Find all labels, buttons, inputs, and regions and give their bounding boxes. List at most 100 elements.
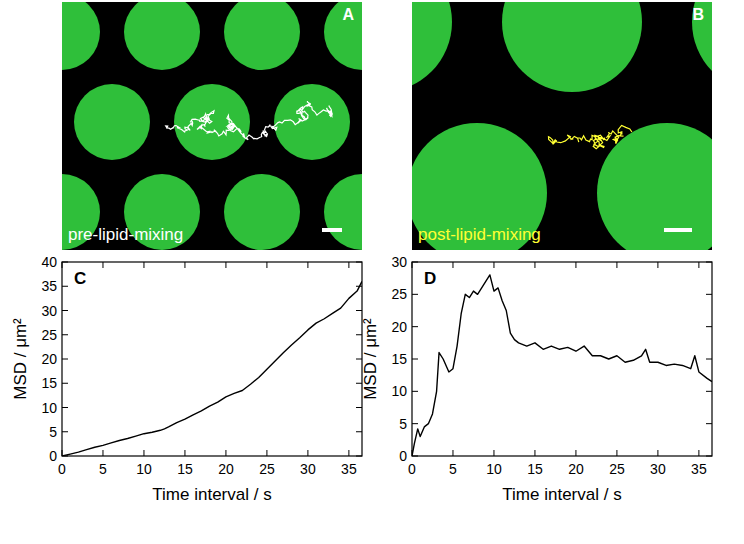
lipid-patch (224, 2, 300, 70)
y-tick-label: 30 (41, 303, 57, 319)
y-tick (62, 334, 68, 335)
lipid-patch (502, 2, 642, 92)
y-tick-label: 5 (49, 424, 57, 440)
y-axis-label: MSD / μm² (361, 318, 380, 400)
x-tick-label: 0 (408, 461, 416, 477)
x-tick (452, 450, 453, 456)
trajectory (549, 125, 632, 148)
x-tick-label: 10 (486, 461, 502, 477)
lipid-patch (412, 2, 452, 92)
x-tick-label: 15 (527, 461, 543, 477)
x-tick (657, 450, 658, 456)
x-tick-label: 30 (650, 461, 666, 477)
lipid-patch (692, 2, 712, 92)
y-tick-label: 0 (49, 448, 57, 464)
x-tick-label: 25 (609, 461, 625, 477)
y-tick (62, 310, 68, 311)
panel-label: D (424, 269, 436, 288)
y-tick-label: 10 (391, 383, 407, 399)
lipid-patch (412, 123, 547, 250)
y-tick-label: 5 (399, 416, 407, 432)
lipid-patch (74, 84, 150, 160)
x-tick-top (412, 262, 413, 268)
lipid-patch (274, 84, 350, 160)
x-tick (534, 450, 535, 456)
y-tick (62, 383, 68, 384)
x-tick (266, 450, 267, 456)
y-tick (62, 407, 68, 408)
x-axis-label: Time interval / s (502, 485, 621, 504)
y-tick-label: 25 (391, 286, 407, 302)
y-tick-right (356, 310, 362, 311)
x-tick-label: 35 (691, 461, 707, 477)
x-tick-top (266, 262, 267, 268)
y-tick-right (706, 391, 712, 392)
x-tick (102, 450, 103, 456)
image-content (412, 2, 712, 250)
caption: pre-lipid-mixing (68, 225, 183, 244)
x-tick-label: 5 (449, 461, 457, 477)
plot-area (62, 281, 362, 456)
msd-line (412, 275, 712, 456)
scale-bar (664, 228, 692, 232)
y-tick (412, 391, 418, 392)
y-tick-right (706, 262, 712, 263)
x-tick (493, 450, 494, 456)
y-tick (412, 359, 418, 360)
x-tick-top (534, 262, 535, 268)
x-axis-label: Time interval / s (152, 485, 271, 504)
y-tick-label: 35 (41, 278, 57, 294)
y-tick-label: 15 (391, 351, 407, 367)
x-tick-top (102, 262, 103, 268)
x-tick-label: 10 (136, 461, 152, 477)
x-tick-top (348, 262, 349, 268)
y-tick (412, 326, 418, 327)
plot-area (412, 275, 712, 456)
x-tick-top (307, 262, 308, 268)
y-tick-label: 30 (391, 254, 407, 270)
y-tick-label: 25 (41, 327, 57, 343)
y-tick (412, 294, 418, 295)
x-tick-label: 25 (259, 461, 275, 477)
lipid-patch (224, 174, 300, 250)
y-tick-label: 0 (399, 448, 407, 464)
x-tick (616, 450, 617, 456)
y-tick-label: 15 (41, 375, 57, 391)
x-tick (348, 450, 349, 456)
y-axis-label: MSD / μm² (11, 318, 30, 400)
y-tick-label: 20 (41, 351, 57, 367)
y-tick-right (356, 262, 362, 263)
x-tick (307, 450, 308, 456)
panel-label: A (342, 6, 354, 23)
lipid-patch (597, 123, 712, 250)
trajectory (166, 102, 332, 140)
x-tick-label: 0 (58, 461, 66, 477)
y-tick-right (706, 294, 712, 295)
y-tick-right (706, 326, 712, 327)
x-tick (143, 450, 144, 456)
y-tick-right (706, 456, 712, 457)
x-tick-label: 5 (99, 461, 107, 477)
x-tick (575, 450, 576, 456)
y-tick (62, 262, 68, 263)
x-tick-label: 20 (568, 461, 584, 477)
image-background (62, 2, 362, 250)
x-tick-top (698, 262, 699, 268)
micrograph: Bpost-lipid-mixing (312, 0, 744, 263)
panel-label: C (74, 269, 86, 288)
plot-frame (62, 262, 362, 456)
msd-line (62, 281, 362, 456)
x-tick (184, 450, 185, 456)
lipid-patch (324, 174, 362, 250)
y-tick-right (706, 359, 712, 360)
x-tick-top (62, 262, 63, 268)
y-tick (62, 286, 68, 287)
x-tick-top (657, 262, 658, 268)
lipid-patch (124, 2, 200, 70)
y-tick-right (706, 423, 712, 424)
y-tick (62, 359, 68, 360)
x-tick-top (616, 262, 617, 268)
image-content (62, 2, 362, 250)
figure: Apre-lipid-mixing Bpost-lipid-mixing 0 5 10 1… (0, 0, 744, 544)
x-tick (62, 450, 63, 456)
